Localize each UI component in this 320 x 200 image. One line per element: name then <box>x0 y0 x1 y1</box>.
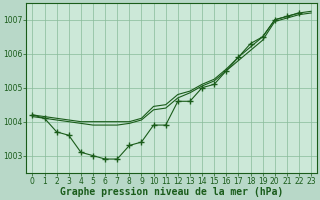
X-axis label: Graphe pression niveau de la mer (hPa): Graphe pression niveau de la mer (hPa) <box>60 187 284 197</box>
